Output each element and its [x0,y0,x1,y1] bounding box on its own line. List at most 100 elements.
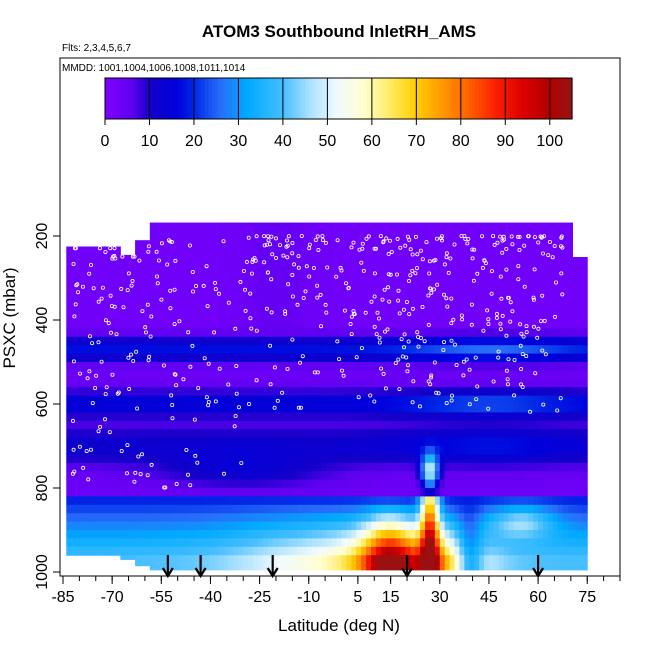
heatmap-cell [223,420,229,430]
heatmap-cell [528,227,534,237]
sample-point [518,343,523,348]
heatmap-cell [115,420,121,430]
heatmap-cell [228,227,234,237]
heatmap-cell [135,244,141,254]
heatmap-cell [420,278,426,287]
heatmap-cell [425,261,431,271]
heatmap-cell [208,404,215,413]
heatmap-cell [198,437,205,447]
heatmap-cell [582,479,588,489]
heatmap-cell [248,471,254,481]
heatmap-cell [302,311,308,321]
heatmap-cell [439,236,446,245]
heatmap-cell [484,222,490,229]
heatmap-cell [454,538,460,548]
heatmap-cell [189,471,195,481]
heatmap-cell [361,462,367,472]
heatmap-cell [474,530,480,539]
heatmap-cell [189,412,195,422]
heatmap-cell [395,504,401,514]
heatmap-cell [454,555,460,565]
heatmap-cell [425,222,431,229]
heatmap-cell [390,555,397,565]
heatmap-cell [429,429,436,439]
heatmap-cell [577,286,583,296]
heatmap-cell [149,521,156,531]
colorbar-segment [381,78,386,119]
heatmap-cell [307,546,313,556]
heatmap-cell [444,471,451,481]
heatmap-cell [213,496,220,506]
heatmap-cell [405,222,411,229]
heatmap-cell [115,345,121,355]
heatmap-cell [366,320,372,329]
colorbar-segment [201,78,206,119]
heatmap-cell [272,504,279,514]
heatmap-cell [361,236,367,245]
heatmap-cell [125,454,131,464]
heatmap-cell [454,471,460,481]
heatmap-cell [115,261,121,271]
heatmap-cell [262,336,269,346]
heatmap-cell [223,345,229,355]
heatmap-cell [248,252,254,262]
heatmap-cell [533,244,539,254]
heatmap-cell [277,437,284,447]
heatmap-cell [380,446,387,455]
heatmap-cell [434,513,441,523]
heatmap-cell [321,353,328,363]
heatmap-cell [312,362,318,371]
sample-point [348,321,353,326]
heatmap-cell [66,404,72,413]
heatmap-cell [562,320,569,329]
heatmap-cell [110,311,116,321]
heatmap-cell [213,530,220,539]
heatmap-cell [110,269,116,279]
heatmap-cell [238,236,244,245]
heatmap-cell [513,513,519,523]
heatmap-cell [253,454,259,464]
sample-point [283,309,288,314]
heatmap-cell [572,454,578,464]
heatmap-cell [410,446,416,455]
heatmap-cell [484,261,490,271]
sample-point [249,326,254,331]
sample-point [104,385,109,390]
heatmap-cell [169,538,175,548]
heatmap-cell [518,378,524,388]
heatmap-cell [203,336,210,346]
heatmap-cell [508,538,515,548]
heatmap-cell [434,311,441,321]
heatmap-cell [493,454,500,464]
colorbar-segment [105,78,109,119]
sample-point [71,418,76,423]
heatmap-cell [469,479,475,489]
heatmap-cell [474,261,480,271]
heatmap-cell [71,521,77,531]
heatmap-cell [282,336,288,346]
heatmap-cell [76,404,82,413]
heatmap-cell [547,404,554,413]
heatmap-cell [429,311,436,321]
heatmap-cell [130,412,136,422]
heatmap-cell [439,269,446,279]
heatmap-cell [390,488,397,497]
sample-point [357,247,362,252]
heatmap-cell [390,538,397,548]
heatmap-cell [189,395,195,405]
heatmap-cell [277,446,284,455]
heatmap-cell [479,362,485,371]
heatmap-cell [439,278,446,287]
heatmap-cell [390,420,397,430]
heatmap-cell [425,236,431,245]
heatmap-cell [85,429,92,439]
heatmap-cell [228,479,234,489]
heatmap-cell [218,269,225,279]
heatmap-cell [356,387,362,397]
heatmap-cell [81,294,87,304]
heatmap-cell [130,555,136,560]
heatmap-cell [316,412,323,422]
sample-point [119,448,124,453]
heatmap-cell [420,530,426,539]
heatmap-cell [95,246,102,254]
